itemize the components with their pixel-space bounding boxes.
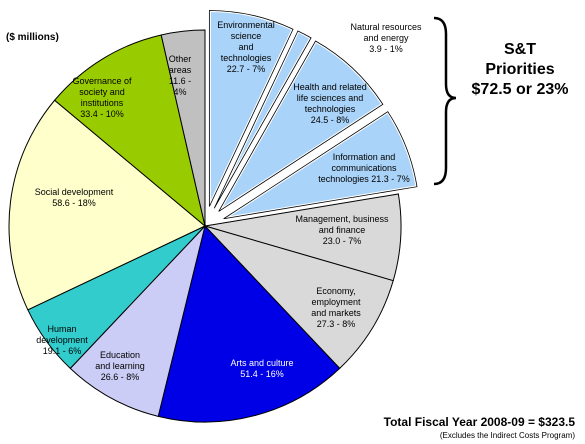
label-line: society and	[79, 87, 125, 97]
label-line: Education	[100, 350, 140, 360]
label-line: science	[231, 31, 262, 41]
label-line: Health and related	[293, 82, 367, 92]
label-line: Human	[47, 324, 76, 334]
label-line: 58.6 - 18%	[52, 198, 96, 208]
label-other: Other areas 11.6 -4%	[169, 54, 192, 97]
total-label: Total Fiscal Year 2008-09 = $323.5	[383, 415, 575, 429]
label-governance-of: Governance of society and institutions 33.4…	[72, 76, 132, 119]
label-line: communications	[331, 163, 397, 173]
label-line: Arts and culture	[230, 358, 293, 368]
label-line: Social development	[35, 187, 114, 197]
slice-labels: Environmental science and technologies 22.7 …	[35, 20, 422, 382]
label-line: Economy,	[316, 286, 355, 296]
label-education: Education and learning 26.6 - 8%	[95, 350, 145, 382]
slice-other	[160, 29, 206, 227]
label-management-business: Management, business and finance 23.0 - 7%	[295, 214, 389, 246]
label-arts-and-culture: Arts and culture 51.4 - 16%	[230, 358, 293, 379]
label-line: Governance of	[72, 76, 132, 86]
label-line: 23.0 - 7%	[323, 236, 362, 246]
label-line: technologies 21.3 - 7%	[318, 174, 410, 184]
label-line: Information and	[333, 152, 396, 162]
slice-outline-natural-resources	[213, 30, 312, 209]
slice-outline-health-and-related	[218, 40, 384, 212]
label-line: Other	[169, 54, 192, 64]
total-note: (Excludes the Indirect Costs Program)	[439, 431, 575, 440]
label-health-and-related: Health and related life sciences and techn…	[293, 82, 367, 125]
label-line: technologies	[221, 53, 272, 63]
label-line: and finance	[319, 225, 366, 235]
label-natural-resources: Natural resources and energy 3.9 - 1%	[350, 22, 422, 54]
label-line: life sciences and	[297, 93, 364, 103]
unit-label: ($ millions)	[6, 32, 59, 43]
label-line: 3.9 - 1%	[369, 44, 403, 54]
slice-social-development	[8, 99, 206, 311]
label-line: 22.7 - 7%	[227, 64, 266, 74]
slice-governance-of	[53, 34, 206, 228]
label-line: Management, business	[295, 214, 389, 224]
label-line: 11.6 -	[169, 76, 191, 86]
slice-economy	[203, 225, 394, 370]
pie-slices	[8, 8, 419, 423]
slice-arts-and-culture	[157, 224, 341, 423]
label-economy: Economy, employment and markets 27.3 - 8%	[311, 286, 361, 329]
label-information-and: Information and communications technologie…	[318, 152, 410, 184]
label-line: employment	[311, 297, 361, 307]
priorities-bracket	[433, 16, 457, 186]
priorities-line-1: S&T	[504, 41, 536, 58]
label-line: development	[36, 335, 88, 345]
label-line: Natural resources	[350, 22, 422, 32]
label-human: Human development 19.1 - 6%	[36, 324, 88, 356]
label-line: 27.3 - 8%	[317, 319, 356, 329]
label-line: 51.4 - 16%	[240, 369, 284, 379]
label-line: 33.4 - 10%	[80, 109, 124, 119]
label-line: and markets	[311, 308, 361, 318]
label-line: and energy	[363, 33, 409, 43]
label-line: and	[238, 42, 253, 52]
label-line: 19.1 - 6%	[43, 346, 82, 356]
label-line: 26.6 - 8%	[101, 372, 140, 382]
label-line: institutions	[81, 98, 124, 108]
label-line: areas	[169, 65, 192, 75]
priorities-summary: S&T Priorities $72.5 or 23%	[462, 40, 578, 100]
label-environmental: Environmental science and technologies 22.7 …	[217, 20, 275, 74]
label-line: 24.5 - 8%	[311, 115, 350, 125]
priorities-line-3: $72.5 or 23%	[471, 81, 569, 98]
slice-outline-information-and	[223, 111, 418, 220]
slice-outline-environmental	[208, 10, 294, 207]
label-line: Environmental	[217, 20, 275, 30]
label-line: and learning	[95, 361, 145, 371]
label-line: technologies	[305, 104, 356, 114]
label-line: 4%	[173, 87, 186, 97]
slice-education	[69, 224, 206, 417]
priorities-line-2: Priorities	[485, 61, 555, 78]
label-social-development: Social development 58.6 - 18%	[35, 187, 114, 208]
